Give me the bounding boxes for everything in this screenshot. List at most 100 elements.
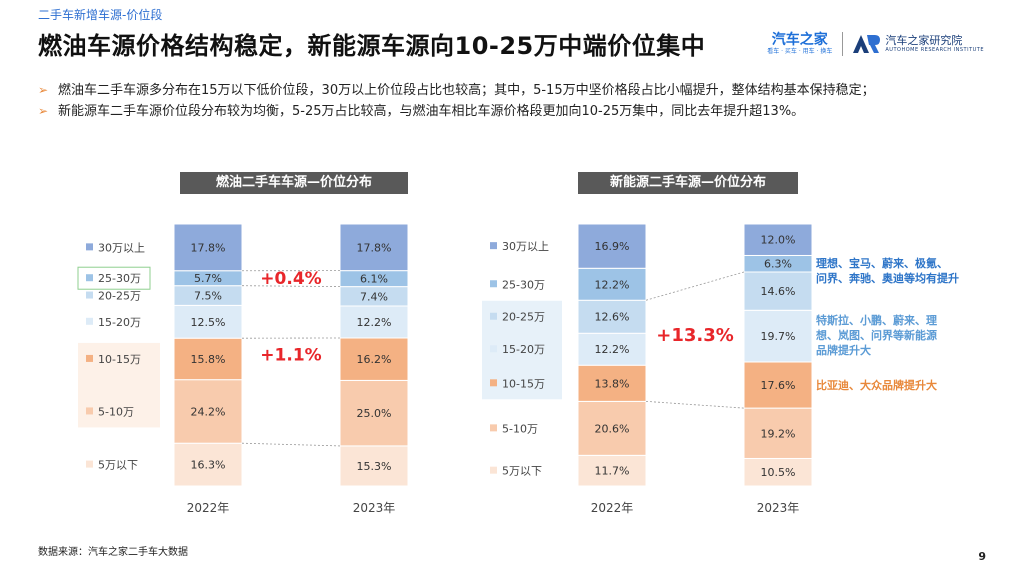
nev-brand-annotation: 理想、宝马、蔚来、极氪、: [816, 256, 948, 270]
nev-legend-swatch: [490, 424, 497, 432]
fuel-data-label: 12.5%: [191, 316, 226, 329]
fuel-legend-label: 20-25万: [98, 290, 141, 303]
fuel-bar-segment: [339, 305, 409, 339]
logo-group: 汽车之家 看车 · 买车 · 用车 · 换车 汽车之家研究院 AUTOHOME …: [767, 26, 984, 62]
fuel-legend-swatch: [86, 274, 93, 282]
fuel-legend-swatch: [86, 243, 93, 251]
fuel-change-callout: +1.1%: [260, 346, 321, 366]
bullet-text: 新能源车二手车源价位段分布较为均衡，5-25万占比较高，与燃油车相比车源价格段更…: [58, 104, 805, 119]
fuel-connector-line: [241, 285, 341, 288]
nev-brand-annotation: 比亚迪、大众品牌提升大: [816, 378, 937, 392]
nev-data-label: 12.2%: [595, 343, 630, 356]
fuel-legend-label: 5-10万: [98, 405, 134, 418]
fuel-x-tick-label: 2023年: [353, 501, 396, 515]
fuel-data-label: 7.5%: [194, 290, 222, 303]
nev-data-label: 12.2%: [595, 278, 630, 291]
bullet-text: 燃油车二手车源多分布在15万以下低价位段，30万以上价位段占比也较高；其中，5-…: [58, 83, 875, 98]
fuel-bar-segment: [173, 379, 243, 444]
nev-data-label: 12.0%: [761, 234, 796, 247]
fuel-legend-swatch: [86, 407, 93, 415]
nev-legend-label: 20-25万: [502, 311, 545, 324]
nev-legend-label: 30万以上: [502, 240, 549, 253]
bullet-item: ➢ 新能源车二手车源价位段分布较为均衡，5-25万占比较高，与燃油车相比车源价格…: [38, 103, 988, 120]
fuel-data-label: 16.3%: [191, 459, 226, 472]
nev-data-label: 11.7%: [595, 465, 630, 478]
nev-data-label: 16.9%: [595, 240, 630, 253]
nev-legend-label: 5万以下: [502, 465, 542, 478]
nev-data-label: 19.7%: [761, 330, 796, 343]
nev-chart-title: 新能源二手车源—价位分布: [578, 172, 798, 194]
fuel-data-label: 17.8%: [191, 241, 226, 254]
fuel-data-label: 5.7%: [194, 272, 222, 285]
fuel-legend-highlight-box: [77, 266, 151, 290]
fuel-data-label: 16.2%: [357, 353, 392, 366]
fuel-bar-segment: [173, 442, 243, 487]
nev-data-label: 6.3%: [764, 258, 792, 271]
fuel-legend-swatch: [86, 291, 93, 299]
arrow-bullet-icon: ➢: [38, 104, 49, 118]
fuel-connector-line: [241, 442, 341, 447]
breadcrumb: 二手车新增车源-价位段: [38, 8, 163, 22]
nev-bar-segment: [577, 364, 647, 402]
fuel-bar-segment: [339, 337, 409, 381]
nev-bar-segment: [577, 454, 647, 487]
nev-bar-segment: [577, 267, 647, 301]
nev-legend-swatch: [490, 345, 497, 353]
fuel-data-label: 24.2%: [191, 405, 226, 418]
nev-data-label: 17.6%: [761, 379, 796, 392]
fuel-data-label: 17.8%: [357, 241, 392, 254]
fuel-legend-label: 15-20万: [98, 316, 141, 329]
fuel-bar-segment: [339, 445, 409, 487]
fuel-legend-swatch: [86, 460, 93, 468]
nev-bar-segment: [743, 361, 813, 409]
fuel-legend-label: 5万以下: [98, 459, 138, 472]
nev-brand-annotation: 想、岚图、问界等新能源: [815, 328, 937, 342]
nev-legend-swatch: [490, 312, 497, 320]
nev-bar-segment: [577, 400, 647, 456]
fuel-data-label: 6.1%: [360, 273, 388, 286]
fuel-data-label: 15.3%: [357, 460, 392, 473]
nev-x-tick-label: 2022年: [591, 501, 634, 515]
nev-data-label: 19.2%: [761, 427, 796, 440]
nev-brand-annotation: 特斯拉、小鹏、蔚来、理: [816, 313, 937, 327]
nev-legend-swatch: [490, 379, 497, 387]
fuel-x-tick-label: 2022年: [187, 501, 230, 515]
fuel-legend-swatch: [86, 354, 93, 362]
research-institute-en: AUTOHOME RESEARCH INSTITUTE: [885, 47, 984, 53]
summary-bullets: ➢ 燃油车二手车源多分布在15万以下低价位段，30万以上价位段占比也较高；其中，…: [38, 82, 988, 124]
nev-legend-label: 5-10万: [502, 422, 538, 435]
nev-data-label: 12.6%: [595, 311, 630, 324]
fuel-data-label: 25.0%: [357, 407, 392, 420]
logo-divider: [842, 32, 844, 56]
nev-legend-label: 25-30万: [502, 278, 545, 291]
fuel-legend-label: 10-15万: [98, 353, 141, 366]
fuel-data-label: 7.4%: [360, 290, 388, 303]
nev-bar-segment: [743, 407, 813, 459]
fuel-legend-swatch: [86, 317, 93, 325]
nev-legend-label: 10-15万: [502, 377, 545, 390]
nev-legend-swatch: [490, 242, 497, 250]
fuel-bar-segment: [173, 223, 243, 272]
nev-bar-segment: [743, 457, 813, 487]
nev-data-label: 20.6%: [595, 422, 630, 435]
nev-legend-label: 15-20万: [502, 343, 545, 356]
research-institute-name: 汽车之家研究院: [885, 34, 963, 47]
autohome-logo-text: 汽车之家: [771, 31, 828, 48]
nev-x-tick-label: 2023年: [757, 501, 800, 515]
data-source: 数据来源：汽车之家二手车大数据: [38, 547, 188, 558]
page-title: 燃油车源价格结构稳定，新能源车源向10-25万中端价位集中: [38, 32, 706, 60]
nev-legend-swatch: [490, 280, 497, 288]
nev-bar-segment: [743, 223, 813, 256]
fuel-change-callout: +0.4%: [260, 269, 321, 289]
fuel-data-label: 15.8%: [191, 353, 226, 366]
fuel-chart-title: 燃油二手车车源—价位分布: [180, 172, 408, 194]
nev-data-label: 10.5%: [761, 466, 796, 479]
nev-brand-annotation: 问界、奔驰、奥迪等均有提升: [816, 271, 959, 285]
nev-bar-segment: [743, 271, 813, 311]
nev-connector-line: [645, 271, 745, 301]
nev-data-label: 13.8%: [595, 377, 630, 390]
fuel-bar-segment: [339, 223, 409, 272]
research-institute-mark-icon: [853, 35, 881, 53]
autohome-logo-slogan: 看车 · 买车 · 用车 · 换车: [767, 47, 833, 55]
